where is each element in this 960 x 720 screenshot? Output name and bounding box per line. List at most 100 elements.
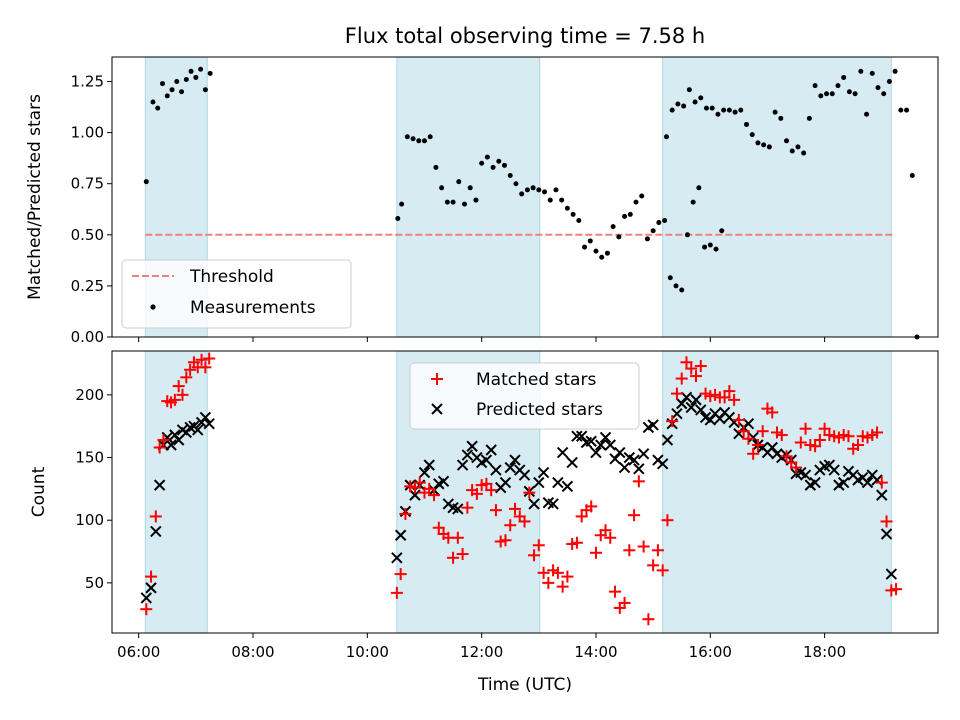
matched-star-point [461,501,474,514]
measurement-point [484,154,490,160]
measurement-point [715,111,721,117]
matched-star-point [447,551,460,564]
measurement-point [564,205,570,211]
matched-star-point [585,500,598,513]
measurement-point [812,83,818,89]
measurement-point [183,76,189,82]
measurement-point [198,66,204,72]
predicted-star-point [394,529,407,541]
predicted-star-point [199,411,212,424]
measurement-point [656,220,662,226]
predicted-star-point [637,448,650,460]
matched-star-point [642,613,655,626]
measurement-point [686,87,692,93]
bottom-legend: Matched stars Predicted stars [409,362,640,430]
predicted-star-point [828,464,840,476]
matched-star-point [751,439,764,451]
matched-star-point [145,570,158,583]
predicted-star-point [633,463,645,475]
bottom-x-axis: 06:00 08:00 10:00 12:00 14:00 16:00 18:00 [117,633,846,661]
predicted-star-point [690,394,702,406]
predicted-star-point [461,449,474,461]
top-plot-frame [111,56,939,338]
measurement-point [835,83,841,89]
measurement-point [587,238,593,244]
matched-legend-swatch [431,373,443,385]
measurement-point [675,101,681,107]
measurement-point [490,164,496,170]
matched-star-point [618,596,631,609]
predicted-star-point [585,435,597,447]
measurement-point [801,150,807,156]
predicted-star-point [809,476,821,489]
predicted-star-point [466,440,478,452]
measurement-point [610,224,616,230]
measurement-point [784,138,790,144]
measurement-point [650,228,656,234]
measurement-point [696,185,702,191]
measurement-point [530,185,536,191]
matched-star-point [647,559,660,572]
matched-star-point [561,570,574,583]
predicted-star-point [747,431,759,444]
x-tick-label: 14:00 [574,643,617,661]
matched-star-point [623,544,636,557]
predicted-star-point [609,453,621,465]
measurement-point [633,199,639,205]
matched-star-point [723,385,736,398]
measurement-point [644,236,650,242]
matched-star-point [153,441,166,454]
matched-star-point [394,568,407,581]
measurement-point [164,93,170,99]
matched-star-point [575,510,588,523]
measurement-point [462,201,468,207]
predicted-star-point [165,439,177,451]
matched-star-point [875,476,888,489]
predicted-star-point [490,464,502,476]
predicted-star-point [618,461,631,474]
matched-star-point [756,425,769,438]
measurement-point [593,248,599,254]
matched-star-point [632,475,645,488]
measurements-legend-swatch [150,304,156,310]
matched-star-point [666,415,679,428]
bottom-y-axis: 50 100 150 200 [75,386,112,592]
matched-star-point [790,461,803,474]
matched-star-point [499,534,512,547]
predicted-star-point [628,454,640,466]
predicted-star-point [604,439,616,451]
measurement-point [772,109,778,115]
measurement-point [673,283,679,289]
measurement-point [766,144,772,150]
measurement-point [524,187,530,193]
predicted-star-point [418,466,431,479]
measurement-point [667,275,673,281]
matched-star-point [871,426,884,439]
x-tick-label: 10:00 [346,643,389,661]
predicted-star-point [556,446,569,459]
measurement-point [143,179,149,185]
matched-star-point [656,564,669,577]
matched-star-point [604,531,617,544]
measurement-point [439,185,445,191]
measurement-point [692,99,698,105]
measurement-point [473,197,479,203]
predicted-star-point [437,475,450,488]
predicted-star-point [561,480,574,493]
top-x-ticks [138,337,826,342]
measurement-point [616,234,622,240]
predicted-star-point [714,412,726,425]
measurement-point [886,79,892,85]
measurement-point [703,105,709,111]
matched-star-point [456,548,469,561]
predicted-star-point [456,459,469,471]
predicted-star-point [409,489,421,501]
matched-star-point [609,585,622,598]
matched-star-point [818,422,831,435]
matched-star-point [480,477,493,490]
matched-star-point [451,531,464,544]
measurement-point [174,79,180,85]
predicted-star-point [391,552,403,564]
matched-star-point [880,515,893,528]
measurement-point [713,246,719,252]
